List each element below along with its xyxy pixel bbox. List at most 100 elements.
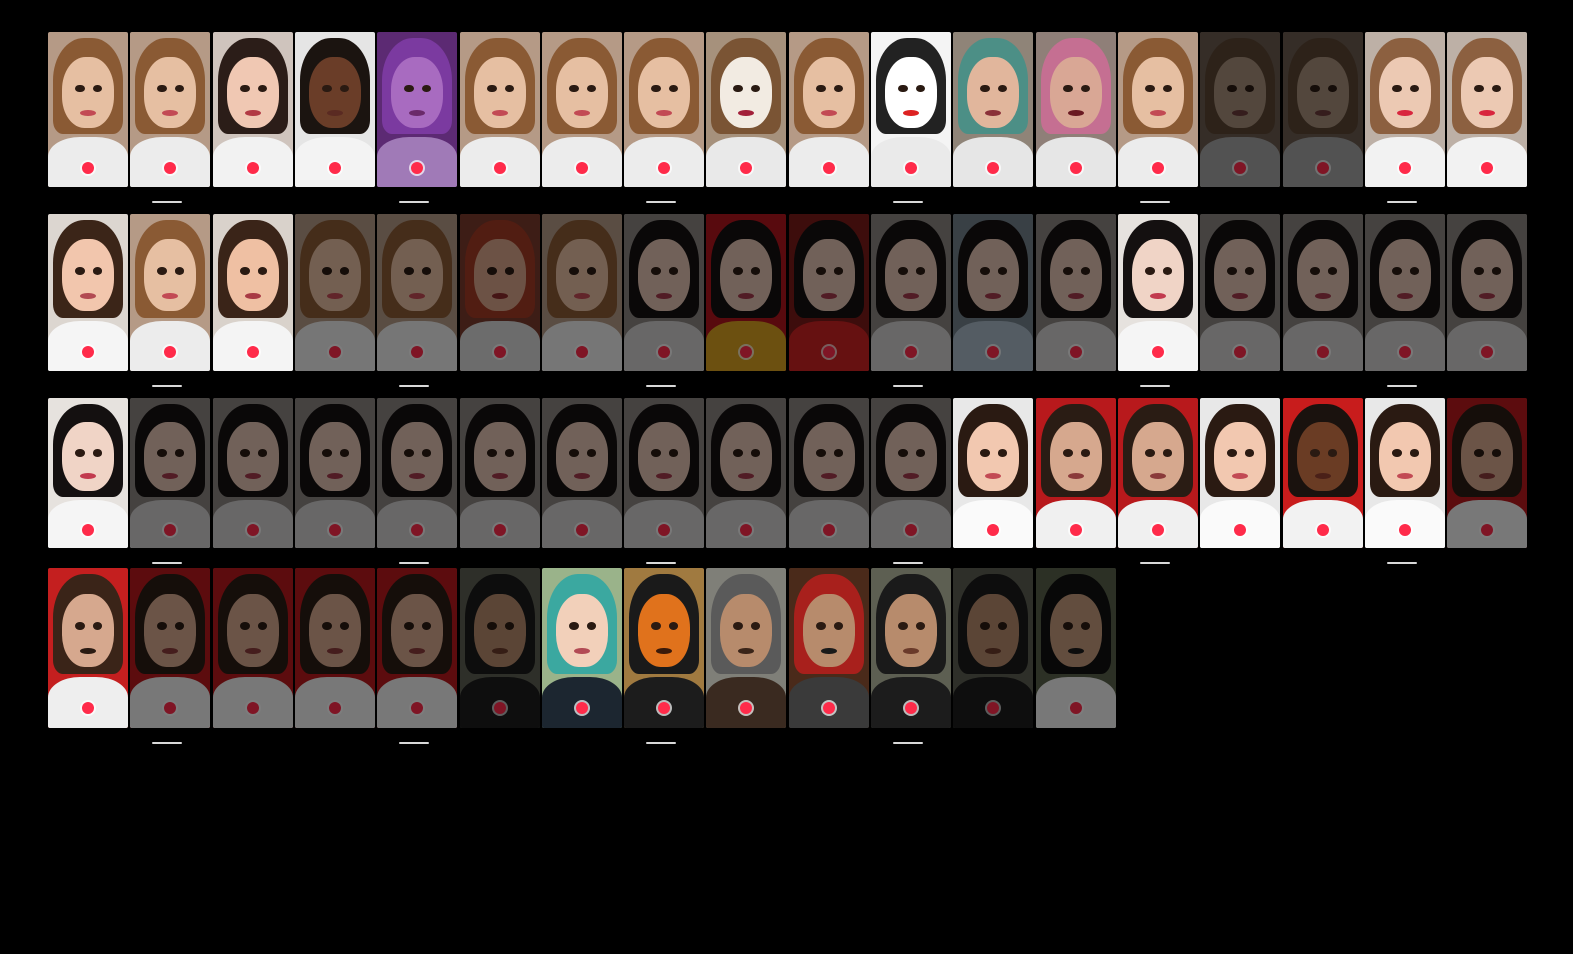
filter-thumbnail-muted[interactable] [542, 214, 622, 371]
face-shape [1050, 422, 1101, 491]
filter-thumbnail-big-lips[interactable] [1365, 32, 1445, 187]
filter-thumbnail-red-bg[interactable] [213, 568, 293, 728]
mouth-shape [903, 110, 919, 116]
filter-thumbnail-asian[interactable] [789, 398, 869, 548]
dim-overlay [213, 398, 293, 548]
filter-thumbnail-asian[interactable] [624, 214, 704, 371]
filter-thumbnail-illustration[interactable] [48, 398, 128, 548]
filter-thumbnail-light-brunette[interactable] [48, 32, 128, 187]
filter-thumbnail-red-bg[interactable] [1118, 398, 1198, 548]
record-button-icon[interactable] [82, 524, 94, 536]
filter-thumbnail-cat-ears[interactable] [871, 568, 951, 728]
filter-thumbnail-red-bg[interactable] [1036, 398, 1116, 548]
filter-thumbnail-asian[interactable] [213, 398, 293, 548]
filter-thumbnail-man[interactable] [460, 568, 540, 728]
filter-thumbnail-asian[interactable] [1036, 214, 1116, 371]
filter-thumbnail-asian[interactable] [1118, 214, 1198, 371]
dim-overlay [1283, 32, 1363, 187]
filter-thumbnail-asian[interactable] [871, 214, 951, 371]
filter-thumbnail-pirate[interactable] [789, 568, 869, 728]
dim-overlay [295, 214, 375, 371]
filter-thumbnail-big-lips[interactable] [1447, 32, 1527, 187]
filter-thumbnail-man[interactable] [953, 568, 1033, 728]
mouth-shape [738, 110, 754, 116]
eye-shape [93, 449, 103, 457]
filter-thumbnail-asian[interactable] [130, 398, 210, 548]
filter-thumbnail-anime[interactable] [542, 568, 622, 728]
face-shape [1132, 422, 1183, 491]
filter-thumbnail-asian[interactable] [295, 398, 375, 548]
record-button-icon[interactable] [164, 346, 176, 358]
filter-thumbnail-comic[interactable] [871, 32, 951, 187]
filter-thumbnail-asian[interactable] [542, 398, 622, 548]
filter-thumbnail-cartoon[interactable] [213, 214, 293, 371]
record-button-icon[interactable] [1152, 524, 1164, 536]
record-button-icon[interactable] [1317, 524, 1329, 536]
filter-thumbnail-cartoon[interactable] [48, 214, 128, 371]
filter-thumbnail-bowler-hat[interactable] [1036, 568, 1116, 728]
face-shape [1132, 57, 1183, 128]
filter-thumbnail-warm[interactable] [1118, 32, 1198, 187]
face-shape [556, 594, 607, 668]
filter-thumbnail-teal-hair[interactable] [953, 32, 1033, 187]
filter-thumbnail-asian[interactable] [377, 398, 457, 548]
dim-overlay [624, 398, 704, 548]
filter-thumbnail-asian[interactable] [953, 214, 1033, 371]
face-shape [227, 239, 278, 311]
filter-thumbnail-red[interactable] [460, 214, 540, 371]
filter-thumbnail-red-bg[interactable] [377, 568, 457, 728]
filter-thumbnail-dark-cartoon[interactable] [1283, 398, 1363, 548]
filter-thumbnail-asian[interactable] [789, 214, 869, 371]
filter-thumbnail-asian[interactable] [706, 398, 786, 548]
filter-thumbnail-warm[interactable] [789, 32, 869, 187]
filter-thumbnail-red-frame[interactable] [706, 214, 786, 371]
filter-thumbnail-red-bg[interactable] [295, 568, 375, 728]
filter-thumbnail-muted[interactable] [377, 214, 457, 371]
filter-thumbnail-asian[interactable] [1447, 214, 1527, 371]
tab-indicator [1140, 385, 1170, 387]
filter-thumbnail-asian[interactable] [1283, 214, 1363, 371]
record-button-icon[interactable] [1152, 346, 1164, 358]
filter-thumbnail-cartoon-boy[interactable] [1200, 398, 1280, 548]
record-button-icon[interactable] [987, 524, 999, 536]
filter-thumbnail-red-bg[interactable] [1447, 398, 1527, 548]
filter-thumbnail-asian[interactable] [871, 398, 951, 548]
filter-thumbnail-red-bg[interactable] [130, 568, 210, 728]
record-button-icon[interactable] [1070, 524, 1082, 536]
filter-thumbnail-asian[interactable] [624, 398, 704, 548]
dim-overlay [1447, 214, 1527, 371]
filter-thumbnail-muted[interactable] [1200, 32, 1280, 187]
eye-shape [1063, 449, 1073, 457]
filter-thumbnail-clown[interactable] [706, 32, 786, 187]
filter-thumbnail-orange-mask[interactable] [624, 568, 704, 728]
filter-thumbnail-muted[interactable] [1283, 32, 1363, 187]
filter-thumbnail-pink-glasses[interactable] [460, 32, 540, 187]
record-button-icon[interactable] [247, 346, 259, 358]
mouth-shape [1232, 473, 1248, 479]
face-shape [720, 594, 771, 668]
filter-thumbnail-muted[interactable] [295, 214, 375, 371]
filter-thumbnail-cartoon[interactable] [213, 32, 293, 187]
dim-overlay [706, 398, 786, 548]
filter-thumbnail-asian[interactable] [1365, 214, 1445, 371]
filter-thumbnail-warm[interactable] [542, 32, 622, 187]
filter-thumbnail-asian[interactable] [460, 398, 540, 548]
filter-thumbnail-pink-hair[interactable] [1036, 32, 1116, 187]
filter-thumbnail-cartoon-boy[interactable] [1365, 398, 1445, 548]
record-button-icon[interactable] [1234, 524, 1246, 536]
record-button-icon[interactable] [82, 346, 94, 358]
face-shape [638, 594, 689, 668]
filter-thumbnail-viking[interactable] [706, 568, 786, 728]
mouth-shape [1397, 110, 1413, 116]
filter-thumbnail-warm[interactable] [624, 32, 704, 187]
eye-shape [1245, 449, 1255, 457]
face-shape [803, 594, 854, 668]
filter-thumbnail-light-brunette[interactable] [130, 32, 210, 187]
filter-thumbnail-asian[interactable] [1200, 214, 1280, 371]
filter-thumbnail-cartoon-boy[interactable] [953, 398, 1033, 548]
record-button-icon[interactable] [1399, 524, 1411, 536]
filter-thumbnail-beard[interactable] [48, 568, 128, 728]
filter-thumbnail-purple[interactable] [377, 32, 457, 187]
filter-thumbnail-warm[interactable] [130, 214, 210, 371]
filter-thumbnail-dark-cartoon[interactable] [295, 32, 375, 187]
